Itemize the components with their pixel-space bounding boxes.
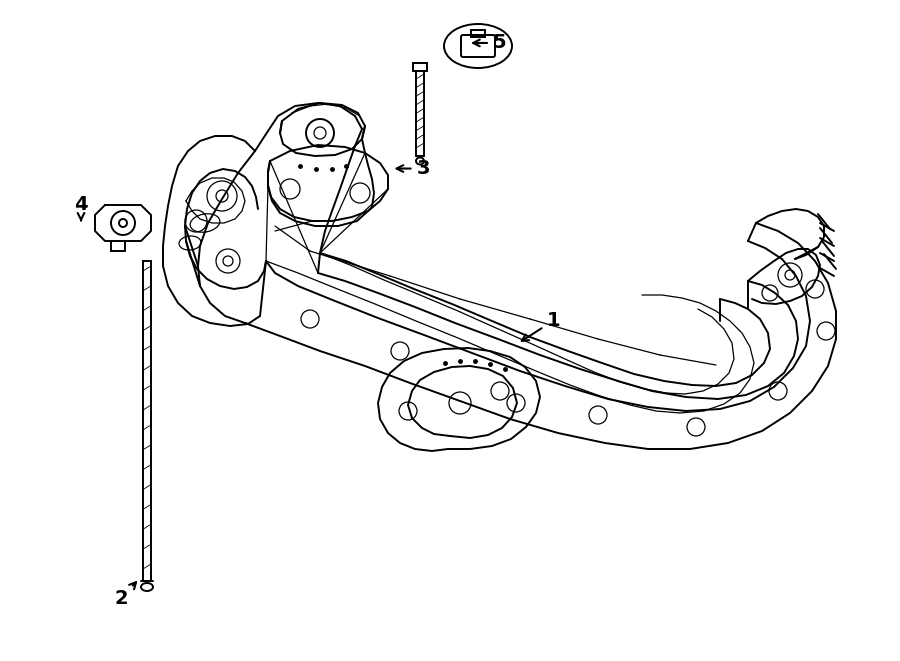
Text: 2: 2 [114, 582, 136, 607]
Text: 5: 5 [473, 34, 507, 52]
Text: 3: 3 [397, 159, 430, 178]
Text: 4: 4 [74, 196, 88, 220]
Text: 1: 1 [522, 311, 561, 341]
